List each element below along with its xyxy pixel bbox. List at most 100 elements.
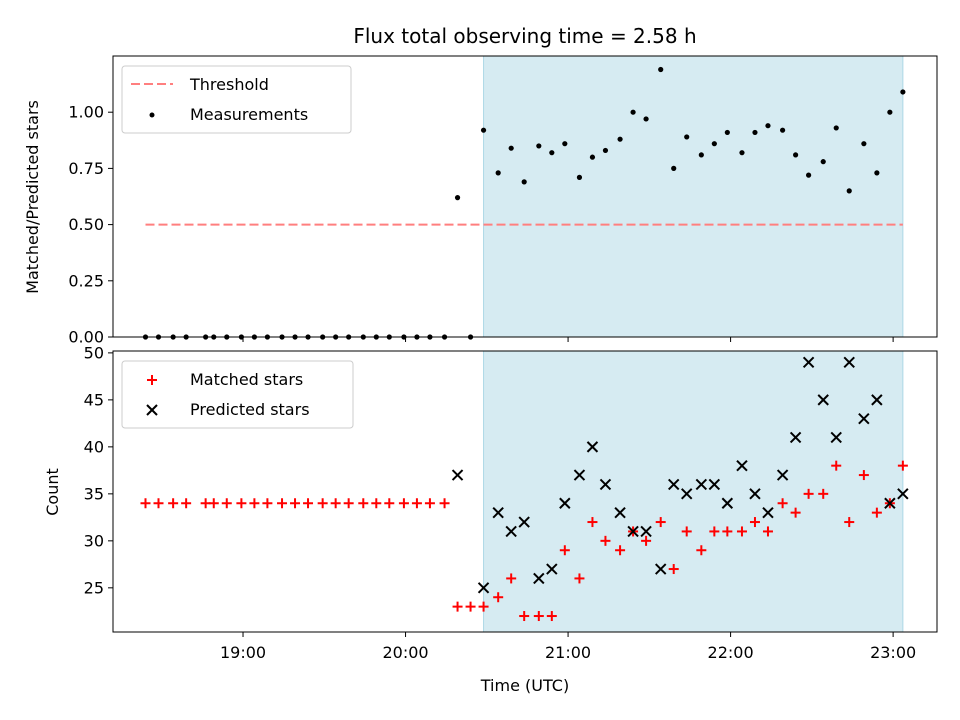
measurement-point — [508, 145, 514, 151]
x-tick-label: 20:00 — [382, 643, 428, 662]
matched-star-point — [317, 498, 328, 509]
matched-star-point — [762, 526, 773, 537]
matched-star-point — [277, 498, 288, 509]
matched-star-point — [871, 507, 882, 518]
x-tick-label: 19:00 — [220, 643, 266, 662]
measurement-point — [521, 179, 527, 185]
legend-threshold-label: Threshold — [189, 75, 269, 94]
predicted-star-point — [573, 469, 586, 481]
matched-star-point — [559, 545, 570, 556]
matched-star-point — [343, 498, 354, 509]
bottom-legend: Matched stars Predicted stars — [121, 360, 354, 429]
chart-title: Flux total observing time = 2.58 h — [353, 24, 696, 48]
matched-star-point — [831, 460, 842, 471]
predicted-star-point — [627, 525, 639, 538]
matched-star-point — [439, 498, 450, 509]
bottom-y-ticks: 25 30 35 40 45 50 — [84, 343, 113, 597]
predicted-star-point — [749, 488, 761, 500]
y-tick-label: 45 — [84, 390, 104, 409]
x-tick-label: 21:00 — [545, 643, 591, 662]
measurement-point — [711, 141, 717, 147]
measurement-point — [861, 141, 867, 147]
matched-star-point — [722, 526, 733, 537]
predicted-star-point — [559, 497, 571, 509]
y-tick-label: 0.75 — [68, 159, 104, 178]
top-x-ticks — [242, 337, 894, 342]
matched-star-point — [208, 498, 219, 509]
matched-star-point — [290, 498, 301, 509]
measurement-point — [752, 129, 758, 136]
top-y-ticks: 0.00 0.25 0.50 0.75 1.00 — [68, 103, 113, 347]
legend-matched-label: Matched stars — [190, 370, 303, 389]
predicted-star-point — [721, 497, 734, 509]
measurement-point — [617, 136, 623, 142]
predicted-star-point — [681, 488, 693, 500]
matched-star-point — [546, 611, 557, 622]
measurement-point — [887, 109, 893, 115]
predicted-star-point — [477, 582, 490, 594]
measurement-point — [454, 195, 461, 201]
matched-star-point — [655, 517, 666, 528]
legend-measurements-label: Measurements — [190, 105, 308, 124]
matched-star-point — [262, 498, 273, 509]
predicted-star-point — [546, 563, 558, 575]
measurement-point — [900, 89, 906, 95]
predicted-star-point — [518, 516, 530, 528]
matched-star-point — [506, 573, 517, 584]
predicted-star-point — [762, 506, 774, 519]
x-tick-label: 22:00 — [708, 643, 754, 662]
bottom-axes-frame — [112, 350, 938, 633]
x-tick-label: 23:00 — [870, 643, 916, 662]
matched-star-point — [696, 545, 707, 556]
matched-star-point — [574, 573, 585, 584]
y-tick-label: 0.00 — [68, 328, 104, 347]
matched-star-point — [709, 526, 720, 537]
predicted-star-point — [871, 394, 883, 406]
bottom-y-axis-label: Count — [43, 468, 62, 516]
measurement-point — [480, 127, 487, 133]
matched-star-point — [330, 498, 341, 509]
measurement-point — [658, 66, 664, 73]
predicted-star-point — [843, 356, 855, 368]
predicted-star-point — [614, 506, 626, 519]
matched-star-point — [221, 498, 232, 509]
y-tick-label: 35 — [84, 484, 104, 503]
predicted-star-point — [505, 525, 517, 538]
measurement-point — [739, 150, 745, 156]
matched-star-point — [236, 498, 247, 509]
matched-star-point — [803, 488, 814, 499]
matched-star-point — [615, 545, 626, 556]
measurement-point — [846, 188, 852, 194]
legend-predicted-swatch — [146, 404, 158, 416]
predicted-star-point — [830, 431, 842, 444]
measurement-point — [833, 125, 839, 131]
matched-star-point — [858, 470, 869, 481]
legend-matched-swatch — [147, 375, 157, 385]
measurement-point — [671, 165, 677, 171]
matched-star-point — [384, 498, 395, 509]
measurement-point — [549, 150, 555, 156]
predicted-star-point — [492, 506, 504, 519]
y-tick-label: 50 — [84, 343, 104, 362]
predicted-star-point — [695, 478, 708, 491]
predicted-star-point — [640, 525, 652, 538]
predicted-star-point — [858, 412, 870, 425]
matched-star-point — [168, 498, 179, 509]
legend-measurements-swatch — [149, 112, 155, 118]
matched-star-point — [452, 601, 463, 612]
measurement-point — [874, 170, 880, 176]
matched-star-point — [641, 535, 652, 546]
matched-star-point — [358, 498, 369, 509]
y-tick-label: 40 — [84, 437, 104, 456]
top-axes-frame — [112, 55, 938, 338]
matched-star-point — [749, 517, 760, 528]
predicted-star-point — [668, 478, 680, 491]
matched-star-point — [790, 507, 801, 518]
bottom-x-ticks: 19:00 20:00 21:00 22:00 23:00 — [220, 632, 916, 662]
measurement-point — [536, 143, 542, 149]
matched-star-point — [533, 611, 544, 622]
matched-star-point — [736, 526, 747, 537]
matched-star-point — [478, 601, 489, 612]
top-panel: 0.00 0.25 0.50 0.75 1.00 Flux total observin… — [23, 24, 938, 347]
